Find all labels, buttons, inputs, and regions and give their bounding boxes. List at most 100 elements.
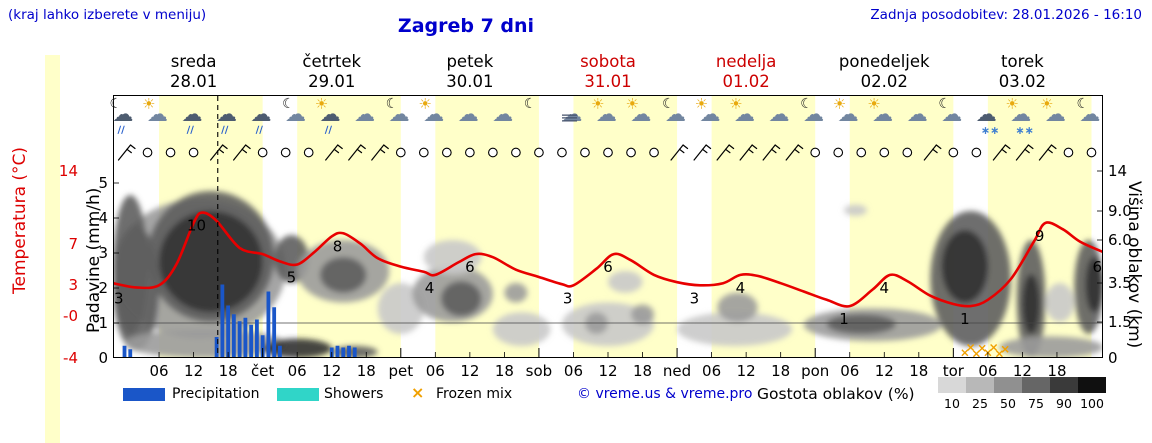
temperature-value-label: 4 [425,279,435,297]
wind-calm-icon [603,147,613,158]
wind-calm-icon [971,147,982,158]
hour-label: 06 [840,362,860,380]
cloud-glyph-icon: ☁ [250,102,272,126]
copyright-link[interactable]: © vreme.us & vreme.pro [577,386,753,402]
cloud-blob [320,257,367,293]
wind-calm-icon [465,147,475,158]
rain-glyph-icon: ∕∕ [255,125,263,136]
precip-bar [341,347,346,358]
wind-barb-icon [233,144,251,161]
cloud-glyph-icon: ☁ [665,102,687,126]
day-header: četrtek 29.01 [272,52,392,92]
meteogram-canvas: 3 10 5 8 4 6 3 6 3 4 1 4 1 9 6 [112,95,1104,359]
day-date: 02.02 [860,72,908,91]
cloud-density-step-label: 25 [972,396,988,411]
cloud-density-step-label: 10 [944,396,960,411]
precip-bar [254,319,259,358]
wind-calm-icon [165,147,176,158]
temperature-value-label: 8 [333,237,343,255]
temperature-value-label: 1 [960,310,970,328]
wind-barb-icon [348,144,366,161]
precipitation-tick: 5 [98,174,108,192]
sun-glyph-icon: ☀ [591,95,605,113]
day-abbr-label: sob [525,362,553,380]
weather-icon-cloud-rain: ☁ ∕∕ [211,97,245,141]
temperature-value-labels: 3 10 5 8 4 6 3 6 3 4 1 4 1 9 6 [114,217,1102,328]
precip-bar [231,314,236,358]
weather-icon-moon-cloud: ☾ ☁ [660,97,694,141]
hour-label: 12 [874,362,894,380]
cloud-density-step [966,377,994,393]
cloud-blob [159,211,263,313]
hour-label: 18 [632,362,653,380]
cloud-glyph-icon: ☁ [354,102,376,126]
temperature-value-label: 10 [187,217,206,235]
temperature-axis-label: Temperatura (°C) [10,146,30,294]
precip-bar [278,345,282,358]
cloud-density-step [994,377,1022,393]
hour-label: 18 [1047,362,1067,380]
weather-icon-moon-cloud: ☾ ☁ [280,97,314,141]
weather-icons-row: ☾ ☁ ∕∕ ☀ ☁ ☁ ∕∕ ☁ ∕∕ ☁ ∕∕ ☾ ☁ ☀ ☁ ∕∕ ☁ ☾ ☁ ☀ ☁ ☁ ☁ ☾ ☁ ≡ ☀ ☁ ☀ ☁ ☾ ☁ ☀ ☁ ☀… [110,95,1103,143]
precipitation-tick: 2 [98,279,108,297]
cloud-glyph-icon: ☁ [906,102,928,126]
cloud-density-step-label: 90 [1056,396,1072,411]
precip-bar [266,291,271,358]
cloud-glyph-icon: ☁ [561,102,583,126]
precip-bar [214,337,219,358]
wind-barb-icon [762,144,781,161]
moon-glyph-icon: ☾ [938,96,951,112]
hour-label: 06 [563,362,583,380]
weather-icon-moon-cloud: ☾ ☁ [798,97,832,141]
precip-bar [220,284,225,358]
weather-icon-moon-rain: ☾ ☁ ∕∕ [108,97,142,141]
hour-label: 18 [356,362,376,380]
hour-label: 06 [287,362,307,380]
cloud-density-scale: 10 25 50 75 90 100 [938,377,1108,413]
wind-calm-icon [649,147,659,158]
day-date: 03.02 [998,72,1047,91]
hour-label: 12 [1012,362,1032,380]
weather-icon-moon-cloud: ☾ ☁ [936,97,970,141]
wind-calm-icon [418,147,429,158]
precip-bar [243,317,248,358]
last-update-text: Zadnja posodobitev: 28.01.2026 - 16:10 [870,7,1142,23]
sun-glyph-icon: ☀ [694,95,709,113]
cloud-height-tick: 0 [1108,349,1118,367]
cloud-blob [492,312,551,346]
wind-calm-icon [534,147,544,158]
cloud-height-tick: 3.5 [1108,274,1132,292]
precip-bar [347,345,351,358]
cloud-blob [717,292,758,322]
cloud-glyph-icon: ☁ [1044,102,1066,126]
left-accent-strip [45,55,60,443]
cloud-glyph-icon: ☁ [181,102,203,126]
cloud-glyph-icon: ☁ [734,102,756,126]
cloud-blob [999,336,1103,358]
cloud-height-tick: 1.5 [1108,313,1132,331]
wind-calm-icon [142,147,153,158]
precip-bar [128,349,133,358]
day-date: 31.01 [584,72,632,91]
sun-glyph-icon: ☀ [418,95,432,113]
cloud-blob [1045,283,1075,322]
weather-icon-moon-cloud: ☾ ☁ [384,97,418,141]
snow-glyph-icon: ∗∗ [980,124,1000,137]
temperature-value-label: 9 [1035,227,1045,245]
hour-label: 06 [149,362,169,380]
temperature-tick: -4 [63,349,78,367]
weather-icon-cloud: ☁ [902,97,936,141]
day-header: nedelja 01.02 [686,52,806,92]
wind-barb-icon [739,144,758,161]
wind-barb-icon [371,144,389,161]
day-date: 28.01 [169,72,218,91]
cloud-glyph-icon: ☁ [941,102,963,126]
temperature-value-label: 3 [114,289,124,307]
weather-icon-cloud: ☁ [764,97,798,141]
sun-glyph-icon: ☀ [142,95,156,113]
weather-icon-sun-cloud: ☀ ☁ [867,97,901,141]
day-abbr-label: tor [942,362,964,380]
wind-barb-icon [210,144,228,161]
day-header: sobota 31.01 [548,52,668,92]
